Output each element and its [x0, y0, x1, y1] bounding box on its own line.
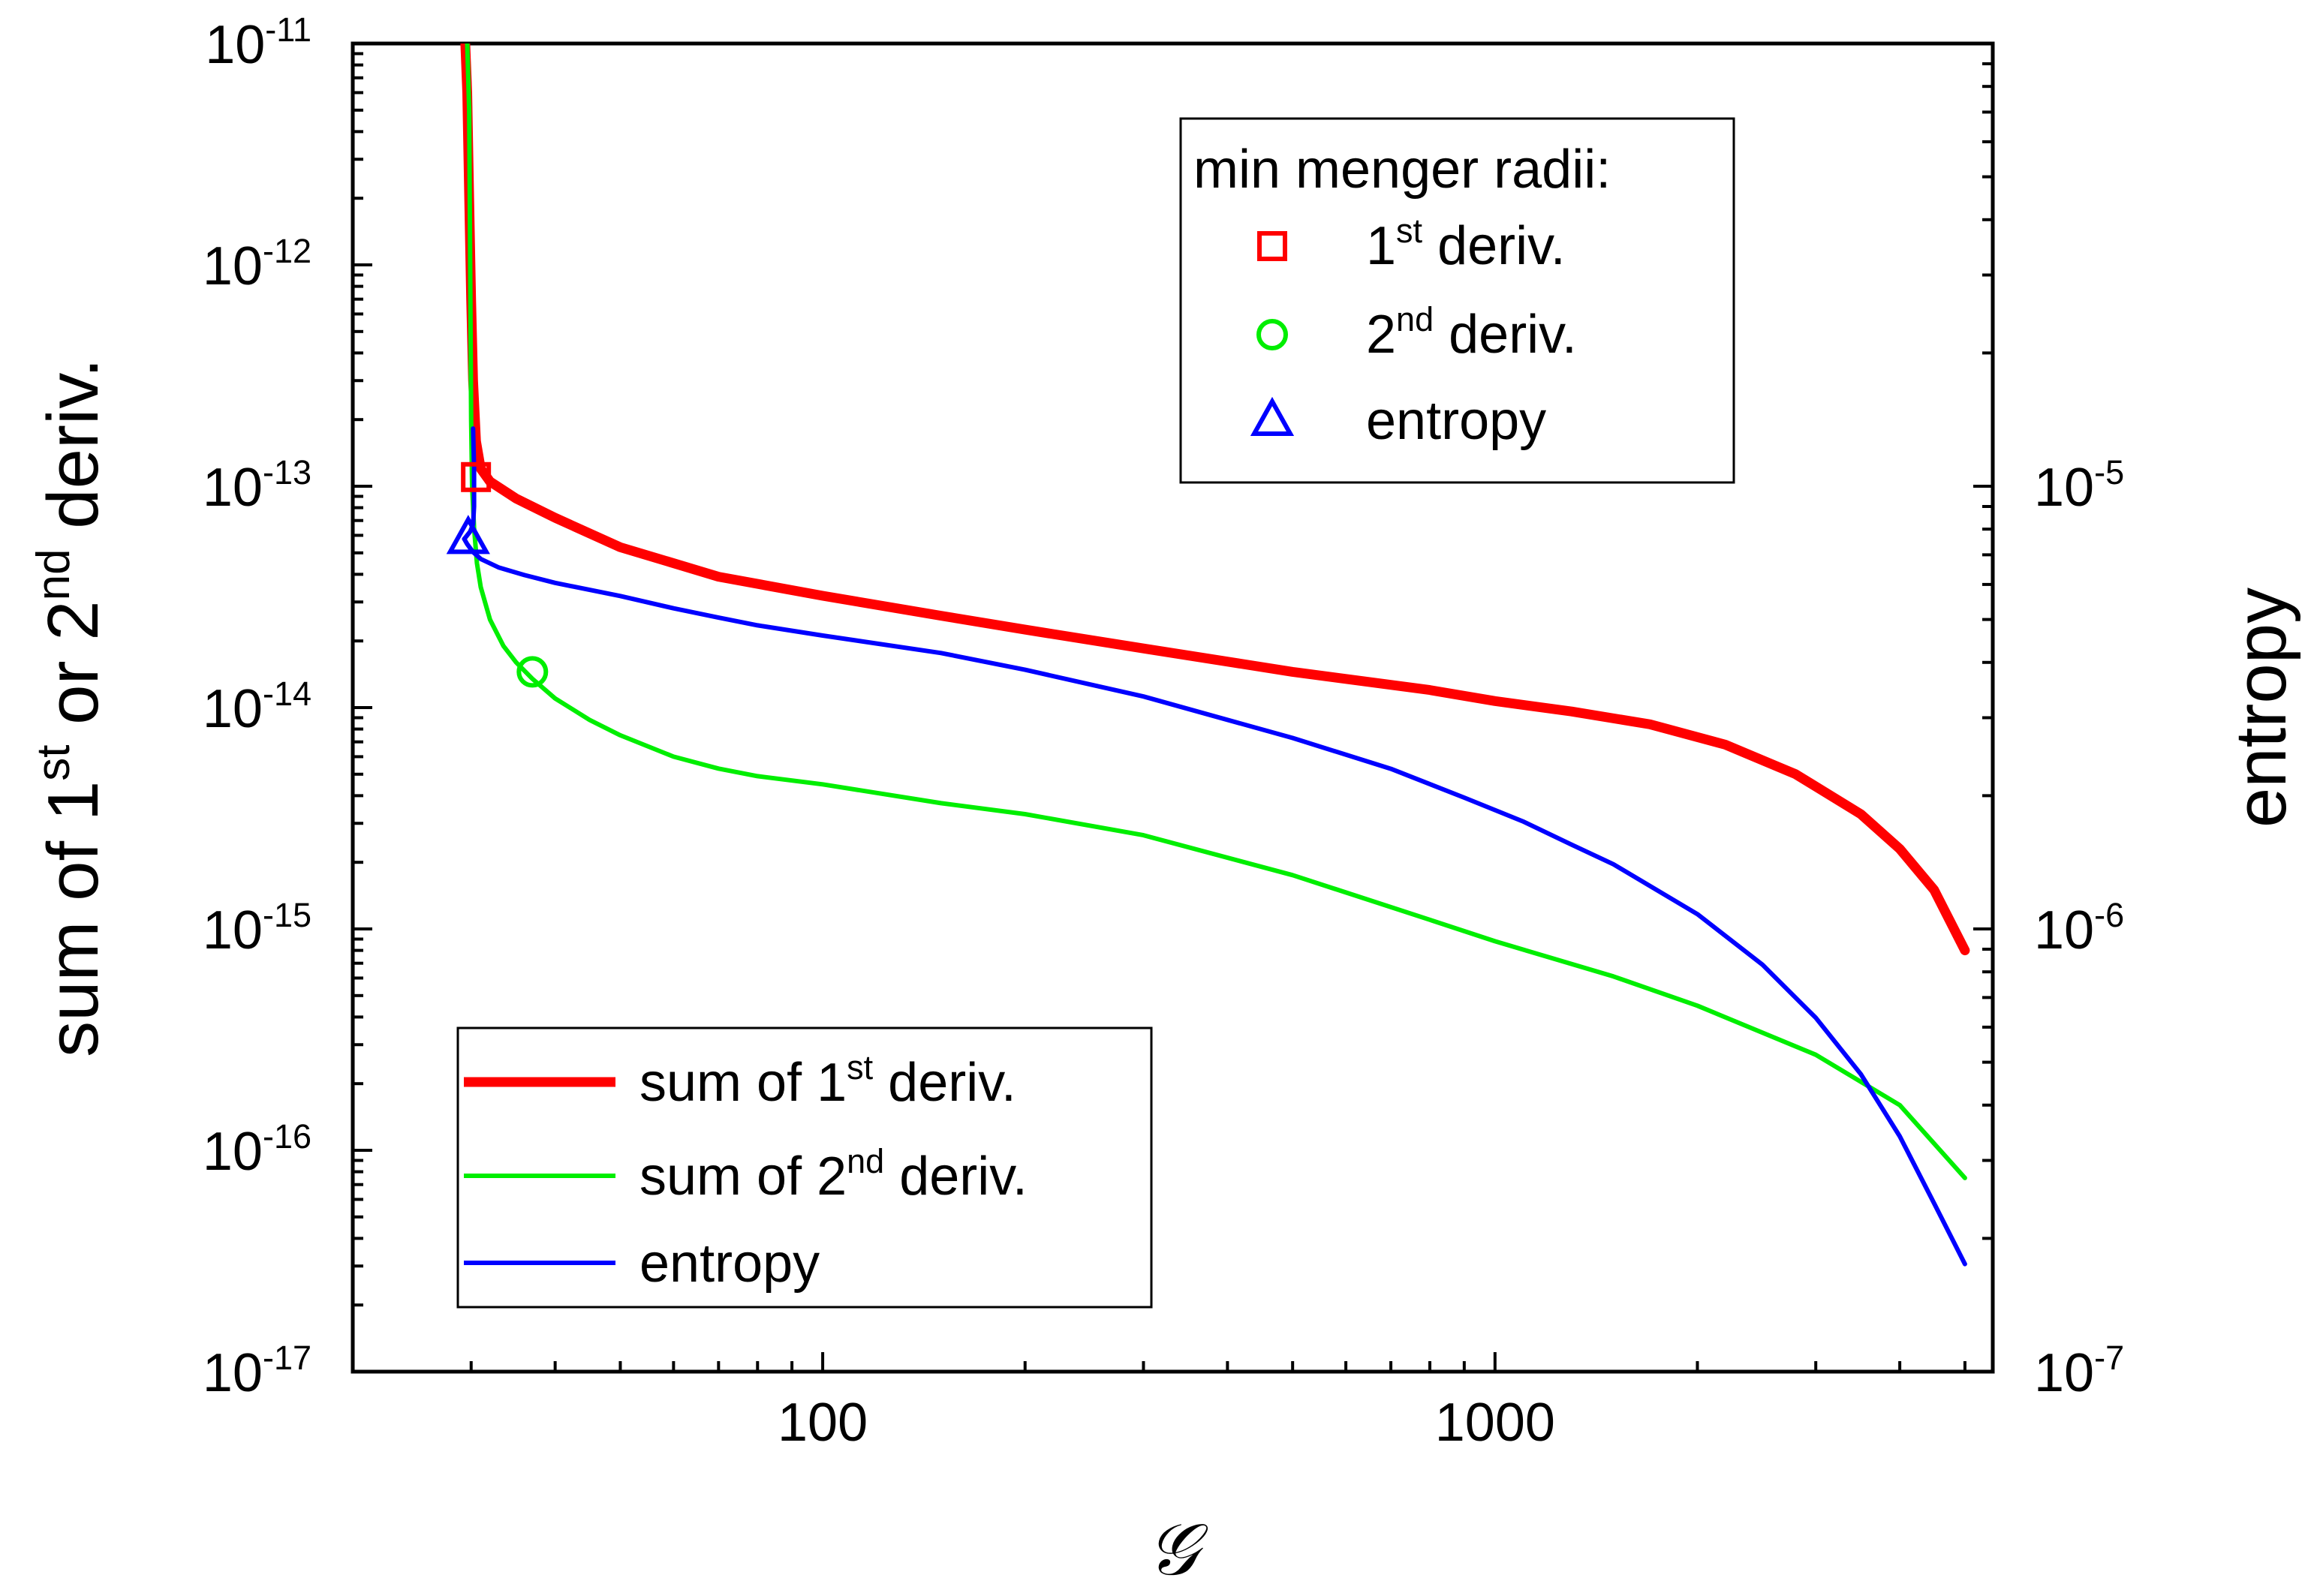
y-left-tick-label: 10-15: [203, 896, 311, 960]
y-left-tick-label: 10-13: [203, 453, 311, 518]
line-legend-label-3: entropy: [639, 1234, 820, 1294]
line-legend-label-1: sum of 1st deriv.: [639, 1048, 1016, 1113]
y-right-tick-label: 10-7: [2034, 1339, 2124, 1403]
marker-legend-symbol-square: [1257, 231, 1287, 261]
x-tick-label: 1000: [1435, 1393, 1555, 1453]
marker-square: [461, 461, 492, 492]
series-line-3: [462, 426, 1967, 1267]
x-axis-label: 𝒢: [1147, 1507, 1208, 1591]
y-left-tick-label: 10-14: [203, 675, 311, 739]
marker-legend-box: [1179, 117, 1735, 484]
line-legend: sum of 1st deriv. sum of 2nd deriv. entrop…: [456, 1026, 1153, 1309]
x-tick-label: 100: [778, 1393, 868, 1453]
y-axis-label-right: entropy: [2221, 588, 2301, 828]
marker-legend-label: 1st deriv.: [1366, 212, 1566, 276]
y-left-tick-label: 10-17: [203, 1339, 311, 1403]
series-line-1: [460, 44, 1970, 956]
marker-legend-symbol-triangle: [1250, 396, 1295, 436]
marker-legend-title: min menger radii:: [1193, 140, 1611, 200]
min-radius-markers: [446, 461, 549, 688]
axis-tick-labels: 100 1000 10-11 10-12 10-13 10-14 10-15 10-16 10-…: [203, 11, 2124, 1453]
y-right-tick-label: 10-6: [2034, 896, 2124, 960]
data-curves: [460, 44, 1970, 1267]
marker-legend-label: entropy: [1366, 391, 1546, 451]
marker-legend-label: 2nd deriv.: [1366, 300, 1577, 365]
y-axis-label-left: sum of 1st or 2nd deriv.: [28, 358, 113, 1057]
marker-legend-symbol-circle: [1256, 319, 1288, 350]
y-right-tick-label: 10-5: [2034, 453, 2124, 518]
marker-triangle: [446, 515, 490, 555]
marker-circle: [516, 656, 549, 688]
y-left-tick-label: 10-12: [203, 232, 311, 296]
axis-ticks: [351, 42, 1993, 1373]
y-left-tick-label: 10-11: [205, 11, 311, 75]
y-left-tick-label: 10-16: [203, 1117, 311, 1182]
marker-legend: min menger radii: 1st deriv. 2nd deriv. en…: [1179, 117, 1735, 484]
line-legend-label-2: sum of 2nd deriv.: [639, 1142, 1028, 1207]
